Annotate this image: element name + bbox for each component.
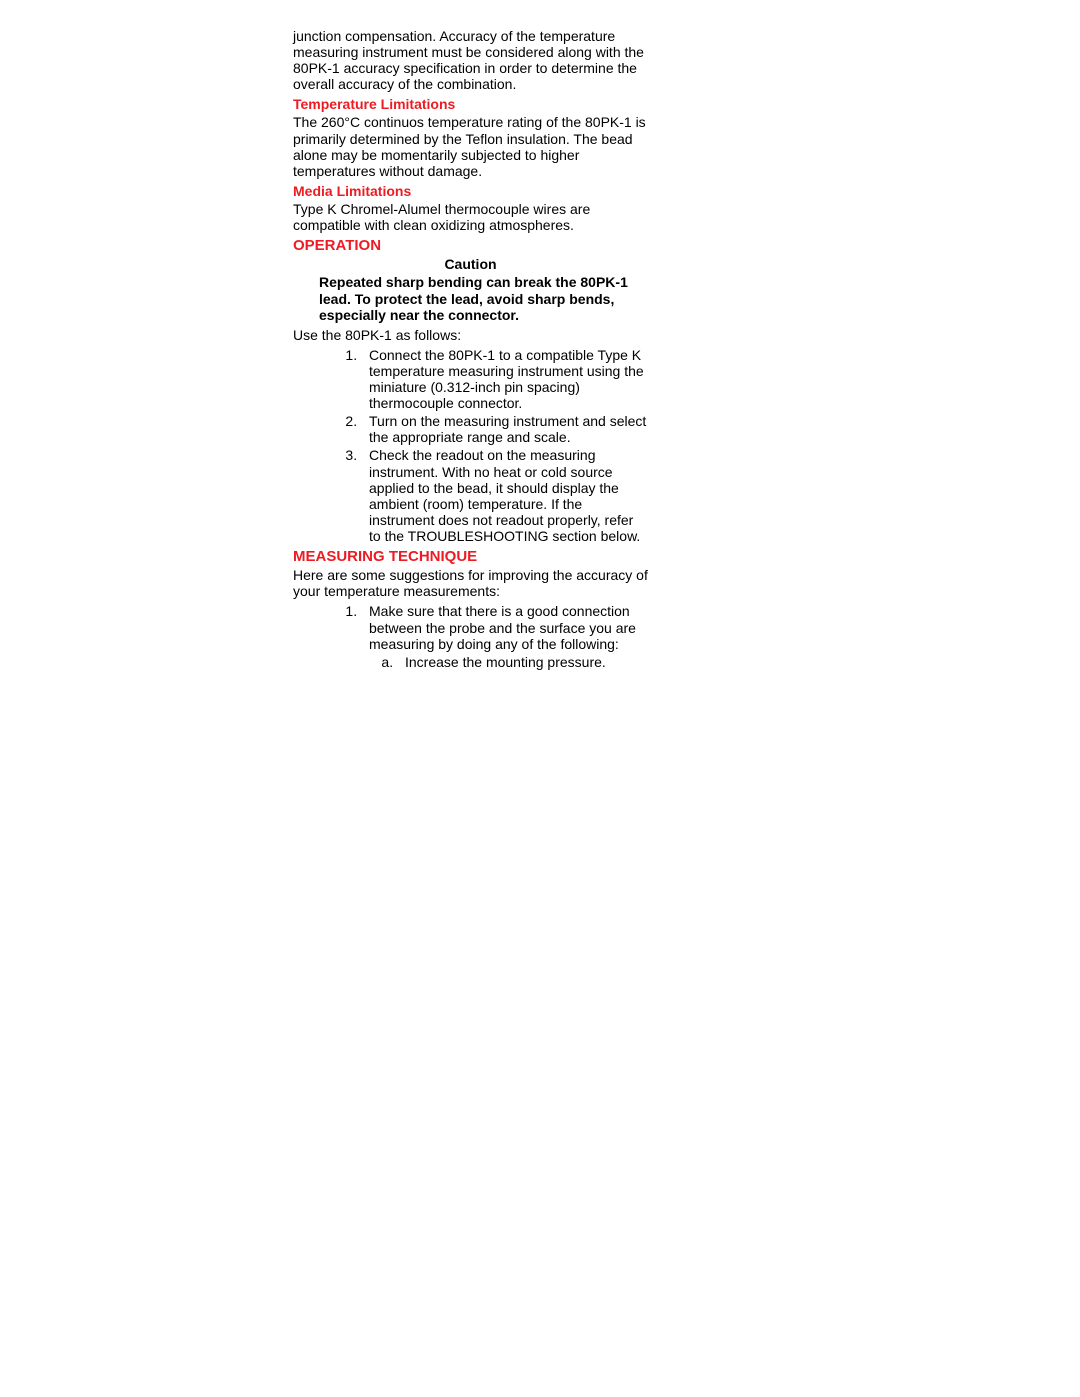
measuring-step-text: Make sure that there is a good connectio… xyxy=(369,603,636,651)
operation-step: Check the readout on the measuring instr… xyxy=(361,447,648,544)
intro-paragraph: junction compensation. Accuracy of the t… xyxy=(293,28,648,92)
heading-temperature-limitations: Temperature Limitations xyxy=(293,96,648,112)
operation-step: Connect the 80PK-1 to a compatible Type … xyxy=(361,347,648,411)
heading-media-limitations: Media Limitations xyxy=(293,183,648,199)
operation-steps: Connect the 80PK-1 to a compatible Type … xyxy=(293,347,648,544)
paragraph-media-limitations: Type K Chromel-Alumel thermocouple wires… xyxy=(293,201,648,233)
measuring-substeps: Increase the mounting pressure. xyxy=(369,654,648,670)
measuring-steps: Make sure that there is a good connectio… xyxy=(293,603,648,669)
page: junction compensation. Accuracy of the t… xyxy=(0,0,1080,1397)
measuring-substep: Increase the mounting pressure. xyxy=(397,654,648,670)
caution-label: Caution xyxy=(293,256,648,272)
heading-operation: OPERATION xyxy=(293,237,648,254)
caution-body: Repeated sharp bending can break the 80P… xyxy=(293,274,648,322)
measuring-lead-in: Here are some suggestions for improving … xyxy=(293,567,648,599)
measuring-step: Make sure that there is a good connectio… xyxy=(361,603,648,669)
paragraph-temperature-limitations: The 260°C continuos temperature rating o… xyxy=(293,114,648,178)
heading-measuring-technique: MEASURING TECHNIQUE xyxy=(293,548,648,565)
content-column: junction compensation. Accuracy of the t… xyxy=(293,28,648,674)
operation-lead-in: Use the 80PK-1 as follows: xyxy=(293,327,648,343)
operation-step: Turn on the measuring instrument and sel… xyxy=(361,413,648,445)
